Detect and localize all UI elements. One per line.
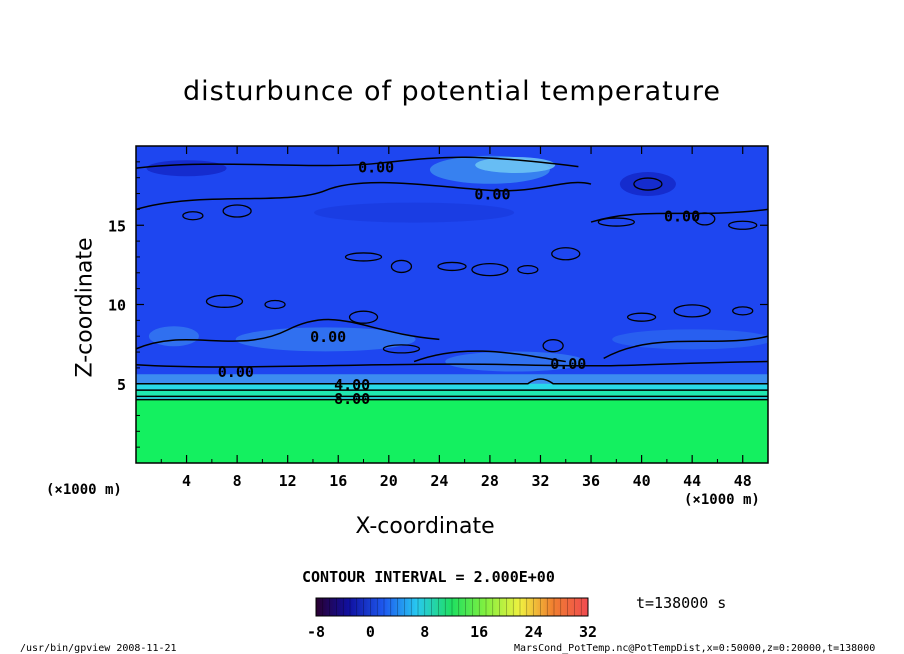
contour-blob-3 (390, 259, 413, 274)
contour-blob-16 (626, 312, 657, 322)
x-unit-left: (×1000 m) (46, 482, 122, 498)
colorbar-ticks: -8 0 8 16 24 32 (307, 623, 597, 641)
x-tick-label-28: 28 (481, 472, 499, 490)
contour-line-5 (413, 350, 566, 363)
x-tick-label-32: 32 (531, 472, 549, 490)
y-tick-label-10: 10 (108, 297, 126, 315)
contour-label-3: 0.00 (310, 328, 346, 346)
x-tick-label-20: 20 (380, 472, 398, 490)
contour-line-3 (136, 318, 440, 350)
field-patch-2 (619, 172, 676, 197)
contour-label-7: 8.00 (334, 390, 370, 408)
field-patch-6 (445, 351, 586, 372)
contour-lines (136, 156, 768, 401)
footer-right: MarsCond_PotTemp.nc@PotTempDist,x=0:5000… (514, 643, 876, 654)
contour-blob-13 (348, 310, 379, 324)
contour-line-6 (603, 335, 768, 360)
contour-blob-19 (633, 177, 663, 191)
colorbar-tick-label-16: 16 (470, 623, 488, 641)
x-tick-label-40: 40 (633, 472, 651, 490)
time-label: t=138000 s (636, 594, 727, 612)
field-layer-0 (136, 399, 768, 463)
x-tick-label-12: 12 (279, 472, 297, 490)
x-tick-label-36: 36 (582, 472, 600, 490)
y-axis: 5 10 15 (108, 161, 768, 448)
contour-blob-2 (344, 252, 383, 262)
contour-blob-1 (222, 204, 252, 218)
contour-label-6: 4.00 (334, 376, 370, 394)
contour-label-5: 0.00 (550, 355, 586, 373)
contour-label-1: 0.00 (474, 186, 510, 204)
x-axis: 4 8 12 16 20 24 28 32 36 40 44 48 (160, 146, 752, 490)
contour-blob-18 (732, 306, 754, 316)
contour-line-0 (136, 181, 592, 211)
x-unit-right: (×1000 m) (684, 492, 760, 508)
contour-blob-12 (264, 299, 286, 310)
field-patch-3 (146, 160, 227, 177)
x-tick-label-44: 44 (683, 472, 701, 490)
colorbar-tick-label--8: -8 (307, 623, 325, 641)
colorbar-tick-label-24: 24 (525, 623, 543, 641)
x-tick-label-16: 16 (329, 472, 347, 490)
x-tick-label-4: 4 (182, 472, 191, 490)
y-tick-label-5: 5 (117, 376, 126, 394)
colorbar-tick-label-0: 0 (366, 623, 375, 641)
contour-line-1 (136, 156, 579, 169)
footer-left: /usr/bin/gpview 2008-11-21 (20, 643, 177, 654)
contour-label-0: 0.00 (358, 159, 394, 177)
x-tick-label-8: 8 (233, 472, 242, 490)
contour-blob-9 (694, 212, 716, 226)
colorbar-stripes (322, 598, 582, 616)
contour-label-2: 0.00 (664, 208, 700, 226)
contour-line-7 (136, 378, 768, 385)
x-tick-label-24: 24 (430, 472, 448, 490)
contour-blob-14 (382, 344, 421, 354)
contour-line-2 (590, 208, 768, 223)
x-axis-label: X-coordinate (355, 514, 495, 539)
contour-line-4 (136, 360, 768, 368)
chart-title: disturbunce of potential temperature (183, 76, 721, 107)
contour-blob-5 (471, 262, 509, 277)
y-axis-label: Z-coordinate (72, 237, 98, 378)
contour-blob-4 (437, 261, 467, 272)
contour-blob-17 (673, 304, 711, 318)
contour-blob-7 (551, 247, 581, 261)
contour-blob-8 (597, 217, 635, 227)
contour-blob-0 (182, 211, 204, 221)
contour-blob-15 (542, 339, 564, 353)
x-tick-label-48: 48 (734, 472, 752, 490)
colorbar-tick-label-32: 32 (579, 623, 597, 641)
band-teal (136, 390, 768, 397)
contour-blob-10 (728, 220, 758, 230)
field-patch-7 (612, 329, 768, 350)
contour-blob-6 (517, 264, 539, 275)
potential-temperature-field (136, 146, 768, 463)
contour-blob-11 (205, 294, 244, 308)
colorbar-tick-label-8: 8 (420, 623, 429, 641)
contour-label-4: 0.00 (218, 363, 254, 381)
field-patch-4 (314, 202, 515, 223)
contour-labels: 0.00 0.00 0.00 0.00 0.00 0.00 4.008.00 (218, 159, 700, 408)
y-tick-label-15: 15 (108, 217, 126, 235)
band-light-blue (136, 374, 768, 384)
contour-interval: CONTOUR INTERVAL = 2.000E+00 (302, 568, 555, 586)
